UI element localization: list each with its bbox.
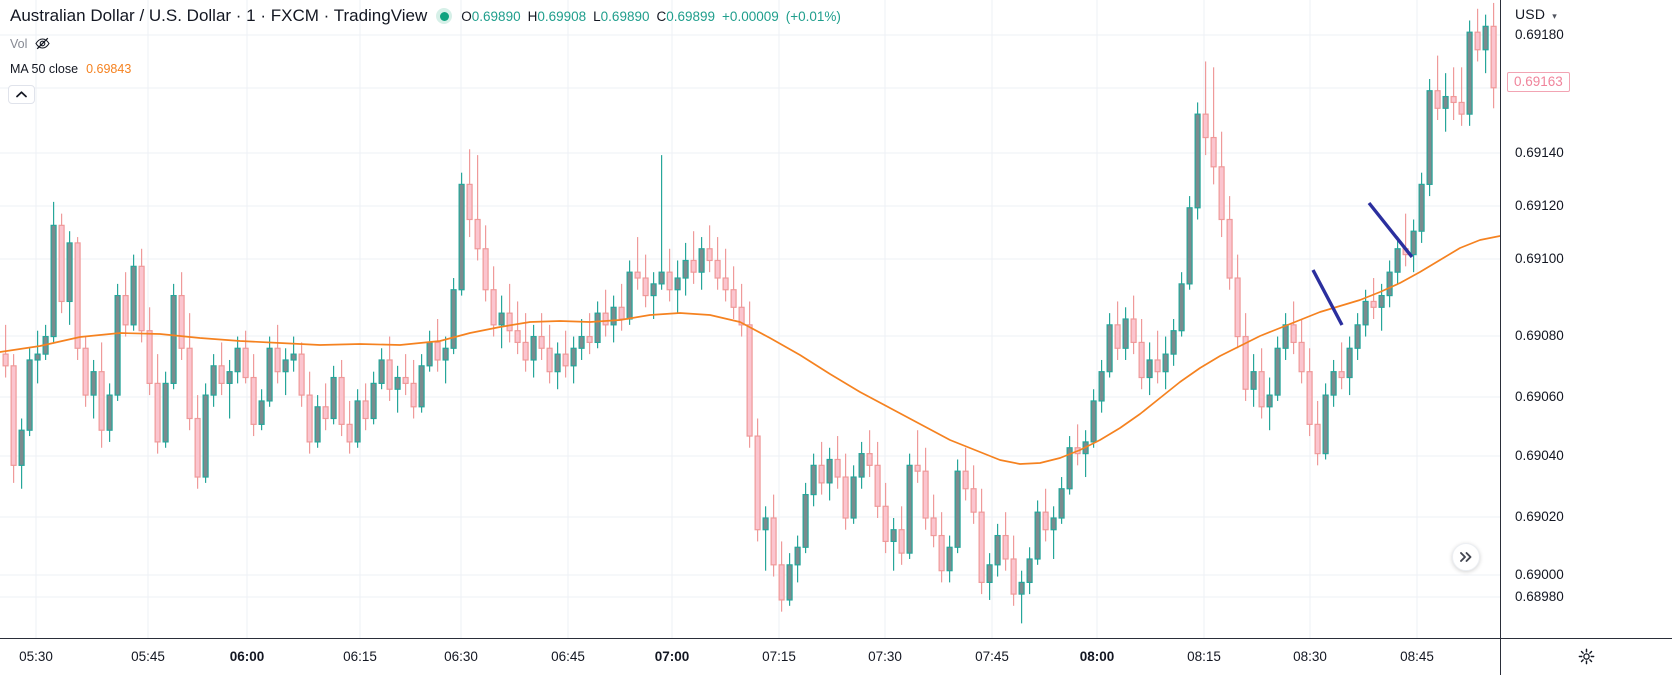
time-tick: 08:00: [1079, 649, 1115, 664]
currency-selector[interactable]: USD ▾: [1515, 6, 1557, 22]
price-tick: 0.69000: [1515, 567, 1564, 582]
time-tick: 08:15: [1187, 649, 1221, 664]
price-tick: 0.69140: [1515, 145, 1564, 160]
time-tick: 08:30: [1293, 649, 1327, 664]
time-axis[interactable]: 05:30 05:45 06:00 06:15 06:30 06:45 07:00 07:15…: [0, 638, 1672, 675]
time-tick: 06:15: [343, 649, 377, 664]
ma-value: 0.69843: [86, 62, 132, 76]
ohlc-low: L0.69890: [593, 9, 649, 24]
price-tick: 0.68980: [1515, 589, 1564, 604]
time-tick: 05:30: [19, 649, 53, 664]
time-tick: 07:30: [868, 649, 902, 664]
currency-label: USD: [1515, 6, 1546, 22]
collapse-legend-button[interactable]: [8, 85, 35, 104]
ohlc-low-label: L: [593, 8, 601, 24]
chart-legend: Australian Dollar / U.S. Dollar · 1 · FX…: [10, 6, 841, 76]
chart-settings-button[interactable]: [1500, 638, 1672, 675]
price-tick: 0.69100: [1515, 251, 1564, 266]
price-tick: 0.69080: [1515, 328, 1564, 343]
price-tick: 0.69040: [1515, 448, 1564, 463]
double-chevron-right-icon: [1459, 552, 1471, 562]
time-tick: 07:00: [654, 649, 690, 664]
gear-icon: [1578, 648, 1595, 665]
time-tick: 06:00: [229, 649, 265, 664]
ohlc-close-value: 0.69899: [666, 8, 716, 24]
ohlc-values: O0.69890 H0.69908 L0.69890 C0.69899 +0.0…: [461, 9, 841, 24]
price-tick: 0.69020: [1515, 509, 1564, 524]
legend-volume-row[interactable]: Vol: [10, 36, 841, 51]
change-absolute: +0.00009: [722, 8, 779, 24]
scroll-to-realtime-button[interactable]: [1452, 543, 1480, 571]
time-tick: 08:45: [1400, 649, 1434, 664]
legend-ma-row[interactable]: MA 50 close 0.69843: [10, 62, 841, 76]
ohlc-open: O0.69890: [461, 9, 520, 24]
ohlc-low-value: 0.69890: [600, 8, 650, 24]
price-tick: 0.69120: [1515, 198, 1564, 213]
trend-line-drawings[interactable]: [1311, 201, 1414, 326]
ohlc-close: C0.69899: [656, 9, 715, 24]
legend-symbol-row[interactable]: Australian Dollar / U.S. Dollar · 1 · FX…: [10, 6, 841, 26]
candlestick-series: [2, 2, 1497, 624]
time-tick: 05:45: [131, 649, 165, 664]
ma-label: MA 50 close: [10, 62, 79, 76]
time-tick: 07:15: [762, 649, 796, 664]
eye-off-icon[interactable]: [34, 36, 51, 51]
chevron-down-icon: ▾: [1552, 11, 1557, 21]
price-tick: 0.69180: [1515, 27, 1564, 42]
chart-canvas[interactable]: [0, 0, 1500, 638]
chevron-up-icon: [16, 91, 27, 98]
time-tick: 06:30: [444, 649, 478, 664]
market-open-dot: [436, 8, 453, 24]
ohlc-open-value: 0.69890: [471, 8, 521, 24]
time-tick: 07:45: [975, 649, 1009, 664]
change-percent: (+0.01%): [785, 8, 841, 24]
ohlc-high-value: 0.69908: [537, 8, 587, 24]
ohlc-open-label: O: [461, 8, 472, 24]
ohlc-high-label: H: [527, 8, 538, 24]
moving-average-line: [0, 235, 1500, 465]
volume-label: Vol: [10, 36, 28, 51]
chart-pane[interactable]: [0, 0, 1500, 638]
price-tick: 0.69060: [1515, 389, 1564, 404]
symbol-title[interactable]: Australian Dollar / U.S. Dollar · 1 · FX…: [10, 6, 428, 25]
time-tick: 06:45: [551, 649, 585, 664]
last-price-badge[interactable]: 0.69163: [1507, 72, 1570, 92]
ohlc-close-label: C: [656, 8, 667, 24]
price-axis[interactable]: USD ▾ 0.691800.691600.691400.691200.6910…: [1500, 0, 1672, 638]
ohlc-high: H0.69908: [528, 9, 587, 24]
grid-layer: [0, 0, 1500, 638]
